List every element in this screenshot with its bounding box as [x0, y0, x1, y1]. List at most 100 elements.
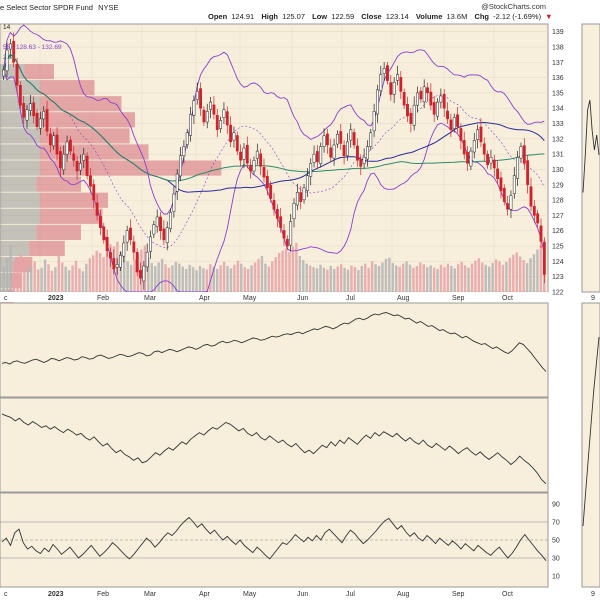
candle-body: [219, 120, 223, 129]
volume-bar: [395, 265, 398, 292]
volume-bar: [30, 266, 33, 292]
volume-bar: [284, 248, 288, 292]
candle-body: [449, 119, 453, 130]
volume-bar: [532, 254, 536, 292]
candle-body: [352, 132, 356, 146]
candle-body: [79, 163, 82, 171]
volume-bar: [333, 268, 336, 292]
chg-label: Chg: [474, 12, 489, 21]
volume-bar: [422, 264, 425, 292]
volume-bar: [477, 258, 481, 292]
candle-body: [502, 187, 506, 202]
date-tick-label: Apr: [199, 591, 211, 598]
volume-bar: [529, 258, 532, 292]
volume-bar: [26, 268, 30, 292]
candle-body: [38, 118, 42, 129]
indicator-2-path: [1, 413, 547, 485]
candle-body: [516, 156, 520, 179]
volume-by-price-bar: [40, 160, 222, 176]
volume-bar: [123, 256, 126, 292]
volume-bar: [539, 245, 543, 292]
candle-body: [92, 184, 96, 201]
volume-bar: [277, 253, 281, 292]
date-tick-label: Mar: [144, 591, 157, 598]
volume-bar: [250, 265, 253, 292]
volume-bar: [508, 257, 512, 292]
volume-bar: [57, 255, 61, 292]
candle-body: [496, 168, 500, 179]
candle-body: [112, 258, 116, 270]
comparison-indicator-panel: [581, 302, 600, 588]
volume-bar: [198, 266, 202, 292]
volume-bar: [184, 268, 188, 292]
volume-bar: [288, 251, 291, 292]
candle-body: [379, 74, 383, 92]
date-tick-label: Feb: [97, 295, 109, 302]
candle-body: [456, 114, 459, 127]
volume-bar: [167, 267, 171, 292]
chg-down-icon: ▼: [545, 12, 552, 21]
volume-bar: [264, 263, 267, 292]
volume-bar: [40, 267, 43, 292]
volume-bar: [360, 266, 364, 292]
volume-bar: [381, 262, 384, 292]
candle-body: [295, 192, 299, 206]
volume-bar: [243, 267, 246, 292]
volume-bar: [109, 244, 112, 292]
candle-body: [182, 146, 186, 156]
candle-body: [202, 109, 206, 123]
candle-body: [25, 109, 29, 121]
volume-by-price-bar: [40, 192, 108, 208]
volume-bar: [498, 261, 501, 292]
price-tick-label: 129: [552, 182, 564, 189]
candle-body: [305, 175, 309, 191]
candle-body: [346, 141, 349, 156]
candle-body: [102, 226, 106, 241]
candle-body: [402, 92, 406, 106]
volume-bar: [119, 251, 123, 292]
candle-body: [255, 150, 259, 159]
indicator-1-line: [1, 312, 547, 372]
candle-body: [406, 103, 409, 117]
date-tick-label: Jul: [346, 295, 355, 302]
volume-bar: [260, 255, 264, 292]
candle-body: [132, 241, 136, 253]
candle-body: [512, 175, 516, 194]
volume-bar: [205, 269, 209, 292]
indicator-3-axis: 90 70 50 30 10: [552, 502, 560, 581]
price-tick-label: 131: [552, 152, 564, 159]
comparison-tick-label: 9: [591, 295, 595, 302]
candle-body: [145, 251, 149, 268]
volume-bar: [136, 254, 140, 292]
volume-by-price-bar-grey: [0, 240, 30, 257]
candle-body: [539, 225, 543, 242]
candle-body: [269, 184, 273, 199]
candle-body: [322, 135, 326, 147]
volume-bar: [126, 261, 129, 292]
volume-bar: [174, 261, 178, 292]
price-candles: [2, 32, 546, 290]
volume-by-price-bar: [40, 128, 130, 144]
fund-exchange: NYSE: [98, 3, 118, 12]
candle-body: [285, 239, 289, 247]
volume-bar: [202, 268, 205, 292]
volume-bar: [150, 263, 153, 292]
candle-body: [292, 202, 296, 220]
candle-body: [399, 77, 403, 92]
volume-bar: [78, 268, 81, 292]
volume-bar: [160, 258, 164, 292]
candle-body: [199, 88, 202, 109]
volume-bar: [302, 260, 305, 292]
price-tick-label: 135: [552, 90, 564, 97]
volume-bar: [312, 267, 315, 292]
candle-body: [532, 205, 536, 216]
candle-body: [416, 92, 419, 106]
volume-bar: [95, 250, 98, 292]
volume-bar: [350, 265, 353, 292]
candle-body: [342, 145, 346, 156]
candle-body: [162, 228, 166, 241]
candle-body: [115, 264, 119, 268]
volume-bar: [54, 267, 57, 292]
candle-body: [259, 153, 263, 167]
comparison-price-line: [582, 99, 600, 193]
